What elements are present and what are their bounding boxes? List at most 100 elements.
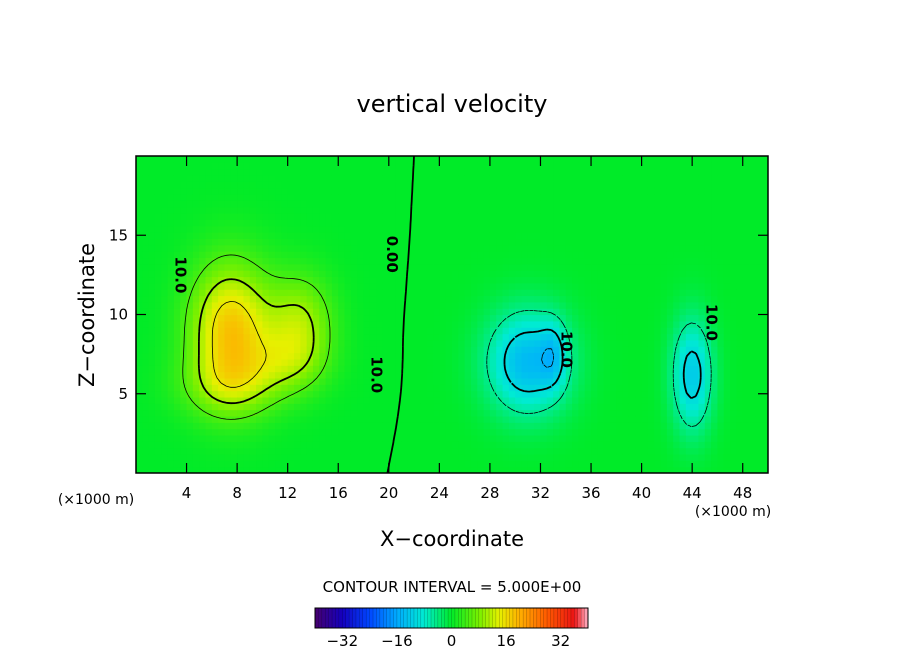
heatmap-cell	[540, 257, 548, 265]
heatmap-cell	[717, 320, 725, 328]
heatmap-cell	[559, 257, 567, 265]
heatmap-cell	[426, 301, 434, 309]
heatmap-cell	[376, 244, 384, 252]
heatmap-cell	[578, 409, 586, 417]
heatmap-cell	[572, 194, 579, 201]
heatmap-cell	[401, 434, 409, 442]
heatmap-cell	[211, 453, 219, 461]
heatmap-cell	[584, 346, 592, 354]
heatmap-cell	[534, 282, 542, 290]
heatmap-cell	[635, 194, 643, 201]
heatmap-cell	[749, 403, 756, 411]
heatmap-cell	[559, 175, 567, 182]
heatmap-cell	[287, 447, 295, 455]
heatmap-cell	[224, 346, 232, 354]
heatmap-cell	[647, 289, 655, 297]
heatmap-cell	[256, 194, 263, 201]
heatmap-cell	[199, 162, 207, 170]
heatmap-cell	[635, 422, 643, 430]
heatmap-cell	[433, 257, 440, 265]
heatmap-cell	[199, 175, 207, 182]
heatmap-cell	[685, 453, 693, 461]
heatmap-cell	[679, 409, 687, 417]
heatmap-cell	[338, 194, 346, 201]
heatmap-cell	[357, 333, 365, 341]
heatmap-cell	[761, 225, 768, 233]
heatmap-cell	[350, 339, 358, 347]
heatmap-cell	[256, 346, 263, 354]
heatmap-cell	[388, 320, 396, 328]
heatmap-cell	[553, 232, 561, 240]
heatmap-cell	[256, 314, 263, 322]
heatmap-cell	[420, 460, 428, 468]
heatmap-cell	[452, 409, 459, 417]
heatmap-cell	[610, 352, 617, 360]
heatmap-cell	[211, 232, 219, 240]
heatmap-cell	[597, 453, 605, 461]
heatmap-cell	[761, 327, 768, 335]
heatmap-cell	[211, 371, 219, 379]
heatmap-cell	[401, 384, 409, 392]
heatmap-cell	[711, 333, 719, 341]
heatmap-cell	[211, 320, 219, 328]
heatmap-cell	[749, 257, 756, 265]
heatmap-cell	[401, 460, 409, 468]
heatmap-cell	[148, 219, 156, 227]
heatmap-cell	[527, 181, 535, 189]
heatmap-cell	[180, 371, 188, 379]
heatmap-cell	[527, 257, 535, 265]
heatmap-cell	[287, 346, 295, 354]
heatmap-cell	[572, 238, 579, 246]
heatmap-cell	[319, 346, 327, 354]
heatmap-cell	[572, 308, 579, 316]
heatmap-cell	[376, 219, 384, 227]
heatmap-cell	[584, 232, 592, 240]
heatmap-cell	[508, 384, 516, 392]
heatmap-cell	[199, 289, 207, 297]
heatmap-cell	[755, 301, 763, 309]
heatmap-cell	[395, 213, 403, 220]
heatmap-cell	[673, 308, 681, 316]
heatmap-cell	[742, 434, 750, 442]
heatmap-cell	[325, 327, 333, 335]
heatmap-cell	[679, 314, 687, 322]
heatmap-cell	[433, 308, 440, 316]
heatmap-cell	[363, 206, 371, 214]
heatmap-cell	[294, 213, 301, 220]
heatmap-cell	[749, 219, 756, 227]
heatmap-cell	[616, 441, 624, 449]
heatmap-cell	[641, 447, 649, 455]
heatmap-cell	[647, 396, 655, 404]
heatmap-cell	[603, 244, 611, 252]
heatmap-cell	[357, 352, 365, 360]
heatmap-cell	[628, 327, 636, 335]
heatmap-cell	[654, 213, 662, 220]
heatmap-cell	[597, 346, 605, 354]
heatmap-cell	[407, 441, 415, 449]
heatmap-cell	[597, 238, 605, 246]
heatmap-cell	[243, 219, 251, 227]
heatmap-cell	[319, 320, 327, 328]
heatmap-cell	[458, 308, 466, 316]
heatmap-cell	[698, 244, 706, 252]
heatmap-cell	[477, 453, 485, 461]
heatmap-cell	[243, 314, 251, 322]
heatmap-cell	[584, 194, 592, 201]
heatmap-cell	[167, 276, 175, 284]
heatmap-cell	[628, 390, 636, 398]
heatmap-cell	[635, 206, 643, 214]
heatmap-cell	[591, 251, 598, 259]
heatmap-cell	[635, 466, 643, 473]
heatmap-cell	[534, 200, 542, 208]
heatmap-cell	[496, 251, 504, 259]
heatmap-cell	[692, 314, 700, 322]
heatmap-cell	[685, 447, 693, 455]
heatmap-cell	[357, 460, 365, 468]
heatmap-cell	[338, 365, 346, 373]
heatmap-cell	[224, 244, 232, 252]
heatmap-cell	[654, 352, 662, 360]
heatmap-cell	[357, 156, 365, 163]
heatmap-cell	[218, 314, 226, 322]
heatmap-cell	[553, 244, 561, 252]
heatmap-cell	[154, 352, 162, 360]
